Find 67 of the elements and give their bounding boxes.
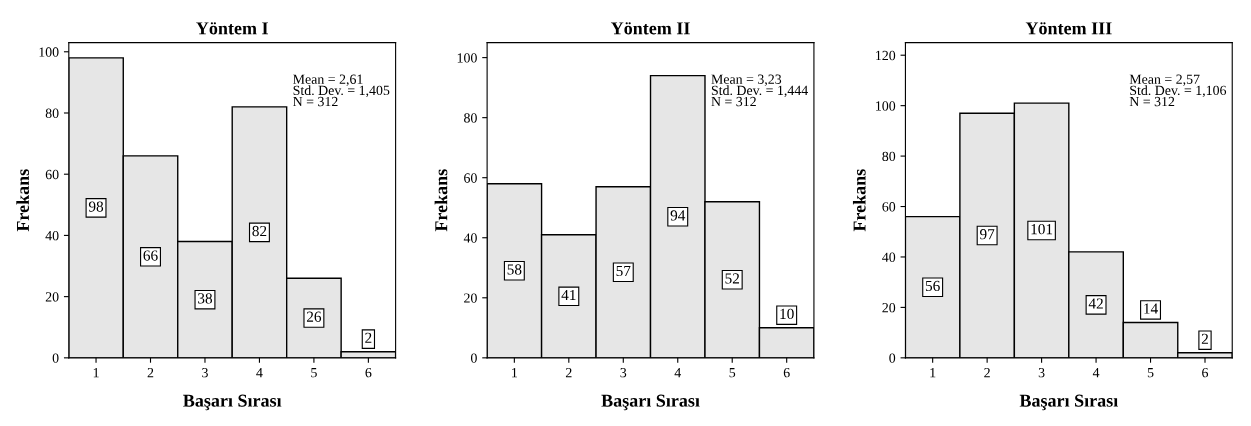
y-axis-title: Frekans xyxy=(434,169,448,232)
x-tick-label: 4 xyxy=(1092,368,1100,378)
x-tick-label: 3 xyxy=(620,368,627,378)
y-tick-label: 0 xyxy=(52,353,59,363)
x-tick-label: 3 xyxy=(202,368,208,378)
y-tick-label: 20 xyxy=(882,302,896,313)
y-tick-label: 0 xyxy=(470,353,477,363)
data-label: 42 xyxy=(1088,298,1103,309)
y-tick-label: 0 xyxy=(889,353,896,363)
x-tick-label: 4 xyxy=(256,368,263,378)
y-tick-label: 80 xyxy=(464,113,477,123)
x-tick-label: 6 xyxy=(1202,368,1209,378)
x-tick-label: 3 xyxy=(1038,368,1045,378)
x-axis-title: Başarı Sırası xyxy=(601,394,700,411)
x-tick-label: 5 xyxy=(311,368,317,378)
data-label: 57 xyxy=(616,265,631,277)
data-label: 14 xyxy=(1144,303,1158,314)
x-tick-label: 1 xyxy=(512,368,517,378)
x-tick-label: 4 xyxy=(674,368,682,378)
x-tick-label: 2 xyxy=(984,368,990,378)
x-tick-label: 1 xyxy=(930,368,936,378)
y-tick-label: 60 xyxy=(882,202,896,212)
data-label: 94 xyxy=(670,210,686,221)
x-tick-label: 1 xyxy=(93,368,99,378)
y-tick-label: 100 xyxy=(457,53,477,63)
y-tick-label: 60 xyxy=(45,169,59,180)
x-tick-label: 5 xyxy=(1147,368,1154,378)
x-axis-title: Başarı Sırası xyxy=(183,394,282,411)
y-tick-label: 40 xyxy=(463,233,477,243)
data-label: 58 xyxy=(507,264,522,275)
data-label: 38 xyxy=(198,293,213,304)
annotation: Mean = 2,57 Std. Dev. = 1,106 N = 312 xyxy=(1129,74,1227,107)
y-tick-label: 100 xyxy=(876,101,896,111)
chart-title: Yöntem III xyxy=(1025,22,1112,35)
data-label: 98 xyxy=(88,201,104,212)
data-label: 2 xyxy=(365,332,372,343)
y-tick-label: 40 xyxy=(882,252,896,262)
data-label: 41 xyxy=(561,289,576,300)
chart-title: Yöntem II xyxy=(610,22,690,35)
y-tick-label: 80 xyxy=(882,151,896,162)
data-label: 52 xyxy=(725,273,740,284)
y-tick-label: 120 xyxy=(876,50,896,61)
y-axis-title: Frekans xyxy=(852,169,866,232)
annotation: Mean = 2,61 Std. Dev. = 1,405 N = 312 xyxy=(293,74,390,107)
data-label: 101 xyxy=(1031,224,1053,235)
data-label: 82 xyxy=(252,225,267,237)
y-tick-label: 20 xyxy=(464,293,477,303)
data-label: 2 xyxy=(1201,333,1208,344)
data-label: 56 xyxy=(925,280,940,292)
y-tick-label: 60 xyxy=(464,173,477,183)
x-tick-label: 5 xyxy=(729,368,736,378)
x-tick-label: 2 xyxy=(147,368,154,378)
data-label: 26 xyxy=(306,311,322,322)
y-axis-title: Frekans xyxy=(16,169,30,232)
y-tick-label: 20 xyxy=(45,292,59,302)
x-tick-label: 6 xyxy=(365,368,372,378)
data-label: 66 xyxy=(143,250,158,261)
y-tick-label: 80 xyxy=(45,108,59,118)
x-axis-title: Başarı Sırası xyxy=(1019,394,1118,411)
chart-title: Yöntem I xyxy=(196,22,268,35)
data-label: 97 xyxy=(979,229,995,240)
y-tick-label: 40 xyxy=(45,231,59,241)
annotation: Mean = 3,23 Std. Dev. = 1,444 N = 312 xyxy=(711,74,808,107)
y-tick-label: 100 xyxy=(39,47,59,57)
x-tick-label: 6 xyxy=(783,368,790,378)
data-label: 10 xyxy=(780,308,794,320)
x-tick-label: 2 xyxy=(565,368,572,378)
